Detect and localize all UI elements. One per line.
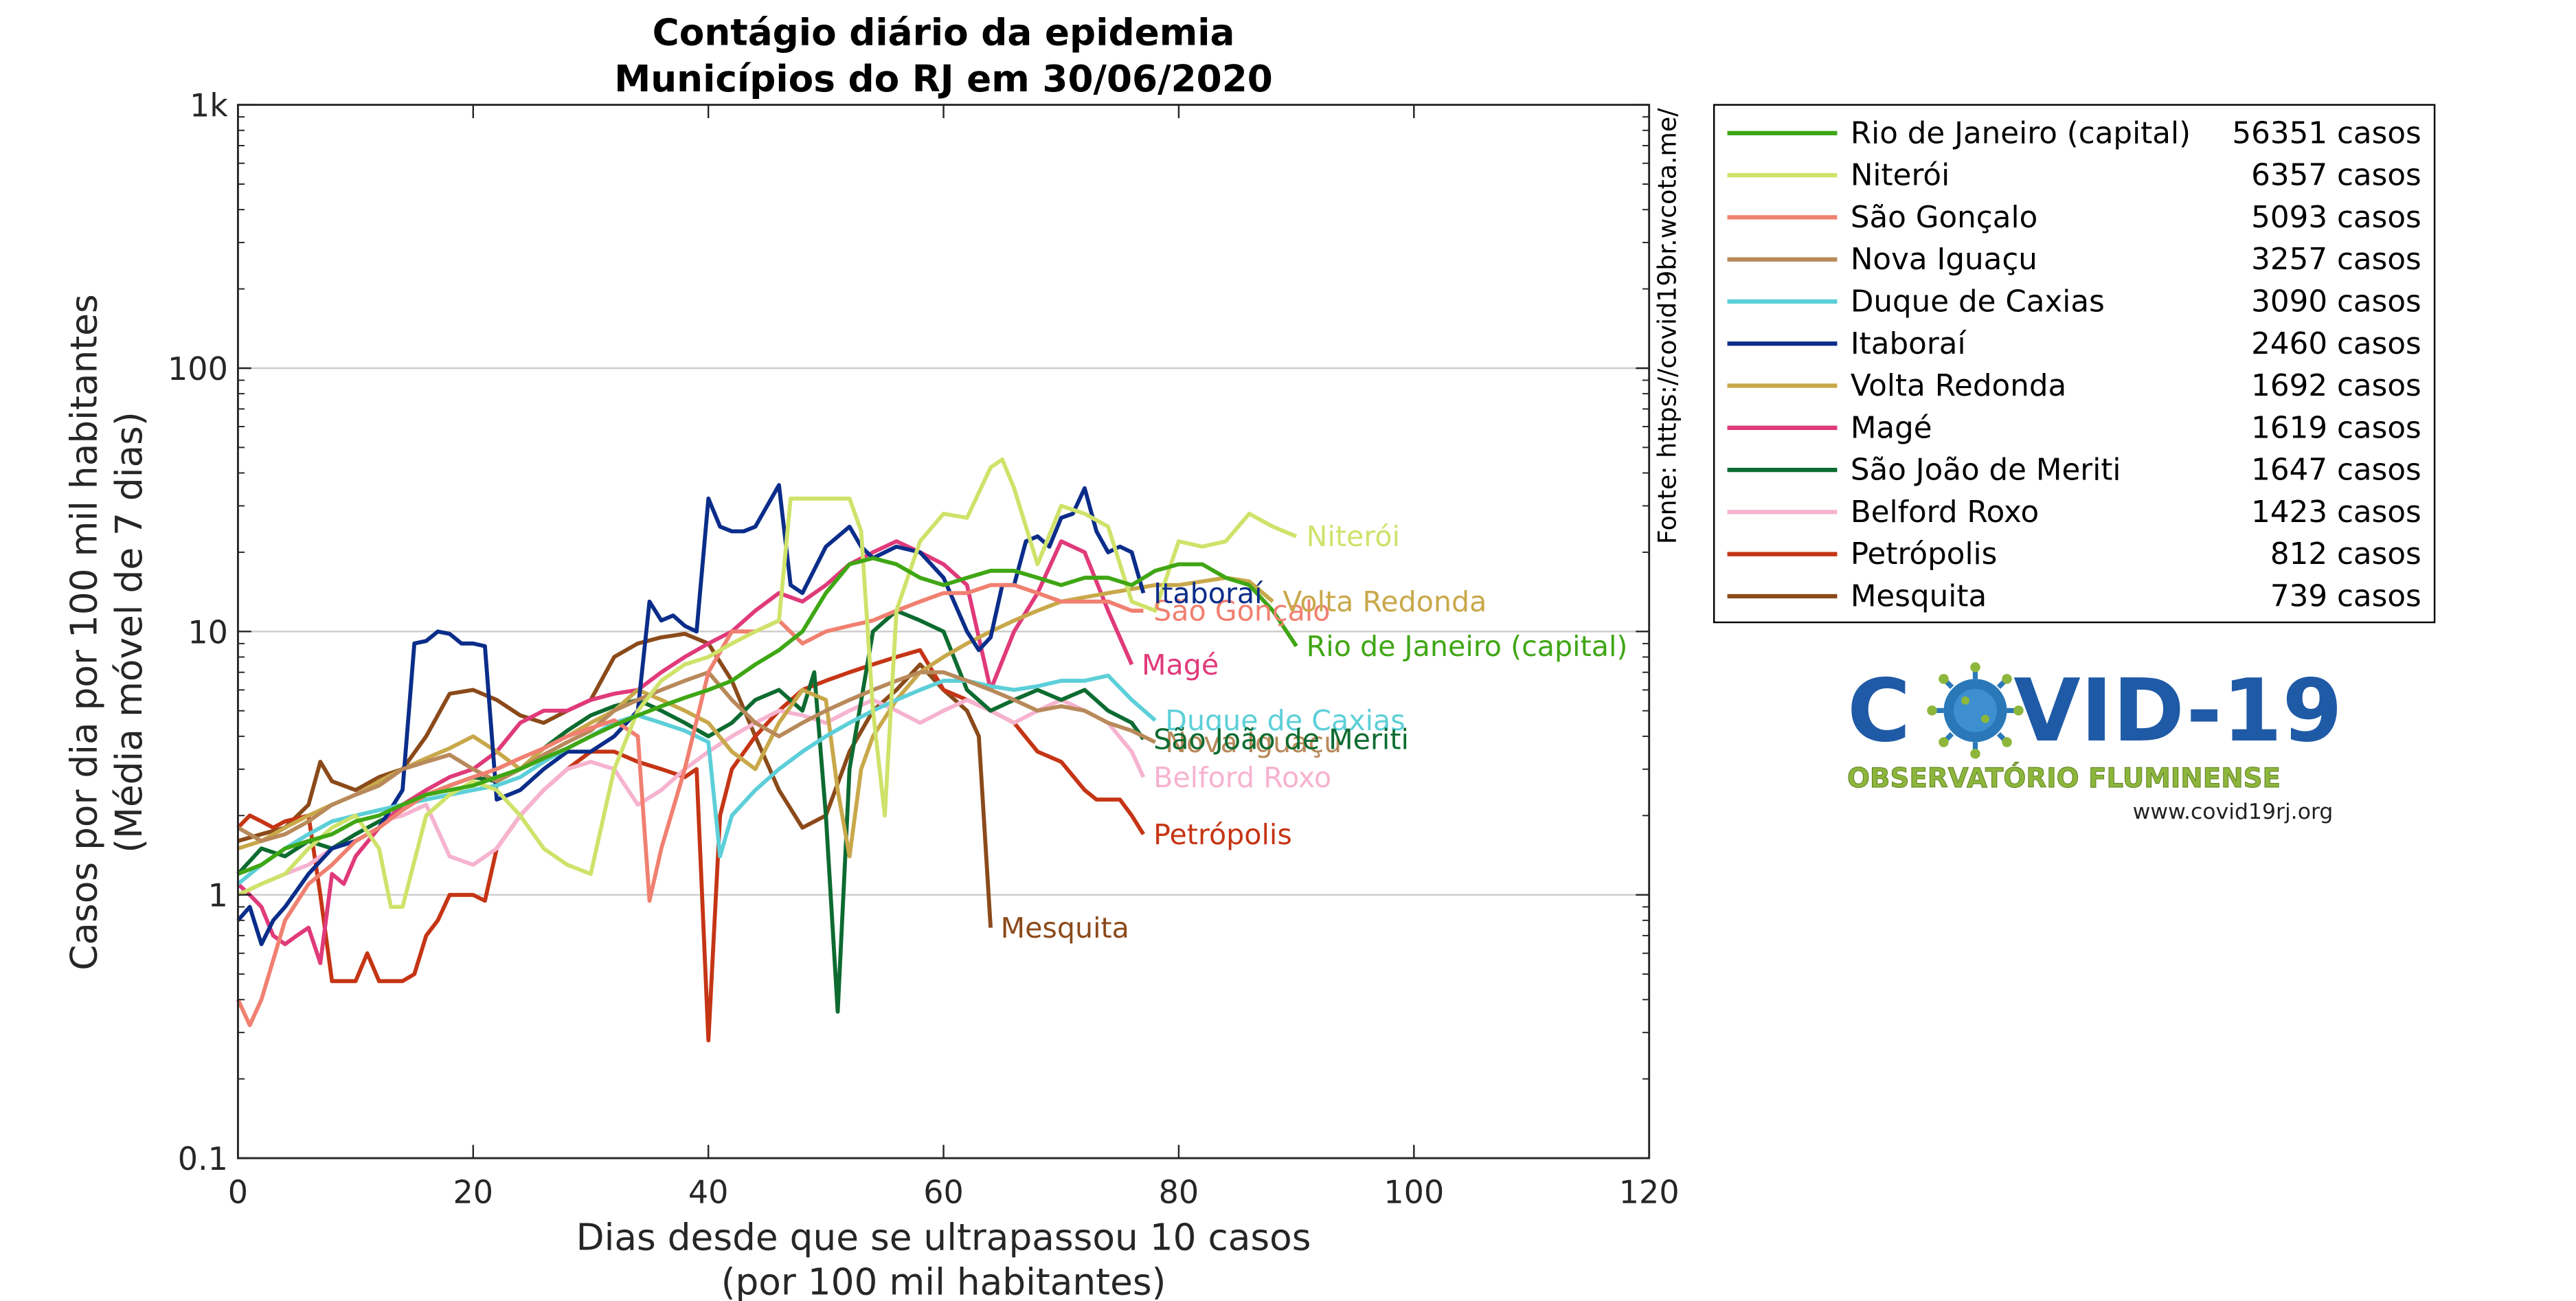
series-line-petropolis (236, 648, 1145, 1043)
chart-title: Contágio diário da epidemia Municípios d… (614, 11, 1273, 100)
x-tick-label: 0 (228, 1173, 248, 1210)
legend-name-petropolis: Petrópolis (1851, 537, 1998, 572)
legend-cases-itaborai: 2460 casos (2251, 327, 2421, 361)
series-line-sao-goncalo (236, 582, 1144, 1028)
chart-title-line-1: Contágio diário da epidemia (653, 11, 1235, 54)
end-label-mage: Magé (1142, 648, 1219, 681)
y-tick-label: 10 (188, 613, 228, 650)
legend-name-mage: Magé (1851, 411, 1932, 445)
end-label-niteroi: Niterói (1307, 520, 1400, 553)
series-line-rio-de-janeiro-capital (237, 556, 1298, 876)
end-label-nova-iguacu: Nova Iguaçu (1165, 726, 1342, 759)
legend-cases-mesquita: 739 casos (2270, 580, 2421, 614)
legend-cases-nova-iguacu: 3257 casos (2251, 242, 2421, 277)
legend-name-belford-roxo: Belford Roxo (1851, 495, 2039, 530)
legend-name-duque-de-caxias: Duque de Caxias (1851, 284, 2105, 319)
x-axis-label-line-1: Dias desde que se ultrapassou 10 casos (576, 1216, 1311, 1258)
legend-name-nova-iguacu: Nova Iguaçu (1851, 242, 2037, 277)
end-label-sao-joao-de-meriti: São João de Meriti (1153, 723, 1409, 756)
end-label-volta-redonda: Volta Redonda (1283, 585, 1487, 618)
x-tick-label: 120 (1619, 1173, 1680, 1210)
y-tick-label: 0.1 (178, 1140, 228, 1177)
legend-cases-volta-redonda: 1692 casos (2251, 369, 2421, 403)
logo-url: www.covid19rj.org (2133, 800, 2334, 824)
logo-subtitle: OBSERVATÓRIO FLUMINENSE (1847, 762, 2281, 794)
end-label-sao-goncalo: São Gonçalo (1153, 595, 1330, 628)
series-line-volta-redonda (237, 576, 1274, 859)
x-tick-label: 40 (688, 1173, 729, 1210)
y-tick-label: 100 (168, 350, 228, 387)
end-label-duque-de-caxias: Duque de Caxias (1165, 704, 1405, 737)
legend-name-sao-joao-de-meriti: São João de Meriti (1851, 453, 2121, 488)
end-label-itaborai: Itaboraí (1153, 577, 1263, 610)
end-label-mesquita: Mesquita (1001, 912, 1129, 944)
legend-name-sao-goncalo: São Gonçalo (1851, 201, 2037, 235)
covid19-logo: C VID-19 OBSERVATÓRIO FLUMINENSE www.cov… (1846, 660, 2342, 824)
legend-name-volta-redonda: Volta Redonda (1851, 369, 2066, 403)
x-axis-label-line-2: (por 100 mil habitantes) (721, 1261, 1166, 1301)
y-axis-label-line-1: Casos por dia por 100 mil habitantes (63, 294, 106, 971)
series-line-mage (236, 539, 1134, 966)
legend-cases-niteroi: 6357 casos (2251, 159, 2421, 193)
y-tick-label: 1k (190, 87, 228, 124)
y-tick-label: 1 (208, 877, 228, 914)
legend-name-rio-de-janeiro-capital: Rio de Janeiro (capital) (1851, 116, 2191, 150)
legend-cases-sao-joao-de-meriti: 1647 casos (2251, 453, 2421, 488)
x-tick-label: 60 (923, 1173, 964, 1210)
logo-text-right: VID-19 (2013, 660, 2342, 761)
legend-cases-belford-roxo: 1423 casos (2251, 495, 2421, 530)
legend: Rio de Janeiro (capital) 56351 casos Niter… (1727, 116, 2421, 614)
series-line-mesquita (237, 631, 993, 928)
axis-ticks: 0 20 40 60 80 100 120 0.1 1 10 100 1k (168, 87, 1680, 1211)
end-label-rio-de-janeiro-capital: Rio de Janeiro (capital) (1307, 630, 1628, 663)
source-note: Fonte: https://covid19br.wcota.me/ (1652, 108, 1682, 544)
y-axis-label-line-2: (Média móvel de 7 dias) (108, 411, 150, 853)
legend-box (1713, 104, 2436, 624)
series-line-itaborai (236, 483, 1146, 947)
legend-name-itaborai: Itaboraí (1851, 327, 1967, 361)
logo-text-left: C (1847, 660, 1910, 761)
x-tick-label: 20 (453, 1173, 494, 1210)
virus-icon (1927, 662, 2024, 759)
end-labels: Rio de Janeiro (capital) Niterói São Gonça… (1001, 520, 1628, 944)
legend-cases-mage: 1619 casos (2251, 411, 2421, 445)
x-tick-label: 100 (1383, 1173, 1444, 1210)
legend-cases-petropolis: 812 casos (2270, 537, 2421, 572)
legend-cases-rio-de-janeiro-capital: 56351 casos (2232, 116, 2421, 150)
series-line-nova-iguacu (236, 670, 1156, 844)
series-line-niteroi (237, 457, 1298, 909)
series-line-belford-roxo (237, 697, 1146, 897)
chart-title-line-2: Municípios do RJ em 30/06/2020 (614, 58, 1273, 100)
series-layer (236, 457, 1298, 1043)
legend-name-niteroi: Niterói (1851, 159, 1950, 193)
legend-name-mesquita: Mesquita (1851, 580, 1987, 614)
legend-cases-duque-de-caxias: 3090 casos (2251, 284, 2421, 319)
x-tick-label: 80 (1159, 1173, 1199, 1210)
end-label-petropolis: Petrópolis (1153, 818, 1292, 851)
legend-cases-sao-goncalo: 5093 casos (2251, 201, 2421, 235)
end-label-belford-roxo: Belford Roxo (1153, 761, 1331, 794)
